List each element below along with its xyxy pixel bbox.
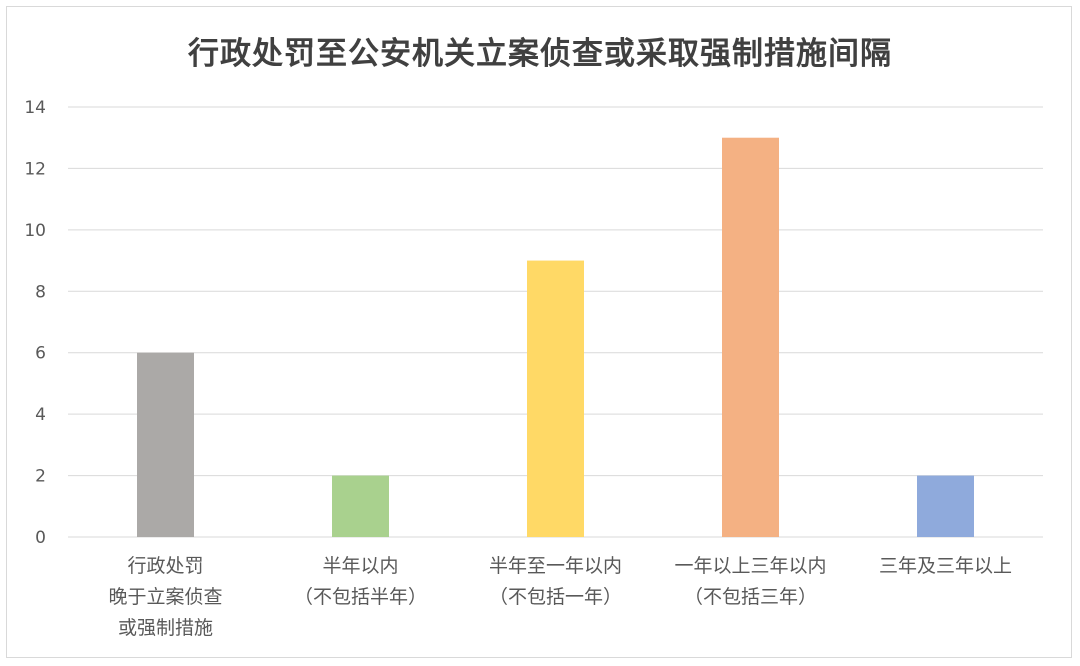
x-tick-label: （不包括三年）	[684, 586, 817, 608]
x-tick-label: （不包括一年）	[489, 586, 622, 608]
x-tick-label: 半年以内	[322, 555, 398, 577]
x-tick-label: 行政处罚	[127, 555, 203, 577]
chart-frame	[6, 6, 1072, 658]
y-tick-label: 10	[24, 221, 46, 241]
x-tick-label: 三年及三年以上	[879, 555, 1012, 577]
bar	[527, 260, 584, 537]
bar	[917, 475, 974, 537]
y-tick-label: 6	[35, 344, 46, 364]
x-tick-label: 或强制措施	[118, 617, 213, 639]
x-tick-label: （不包括半年）	[294, 586, 427, 608]
y-tick-label: 8	[35, 282, 46, 302]
chart-title: 行政处罚至公安机关立案侦查或采取强制措施间隔	[188, 36, 892, 72]
y-tick-label: 14	[24, 98, 46, 118]
x-tick-label: 一年以上三年以内	[674, 555, 826, 577]
bar	[137, 352, 194, 537]
y-tick-label: 2	[35, 467, 46, 487]
x-tick-label: 半年至一年以内	[489, 555, 622, 577]
bar	[332, 475, 389, 537]
y-tick-label: 0	[35, 528, 46, 548]
y-tick-label: 4	[35, 405, 46, 425]
y-tick-label: 12	[24, 159, 46, 179]
x-tick-label: 晚于立案侦查	[108, 586, 222, 608]
bar	[722, 137, 779, 537]
